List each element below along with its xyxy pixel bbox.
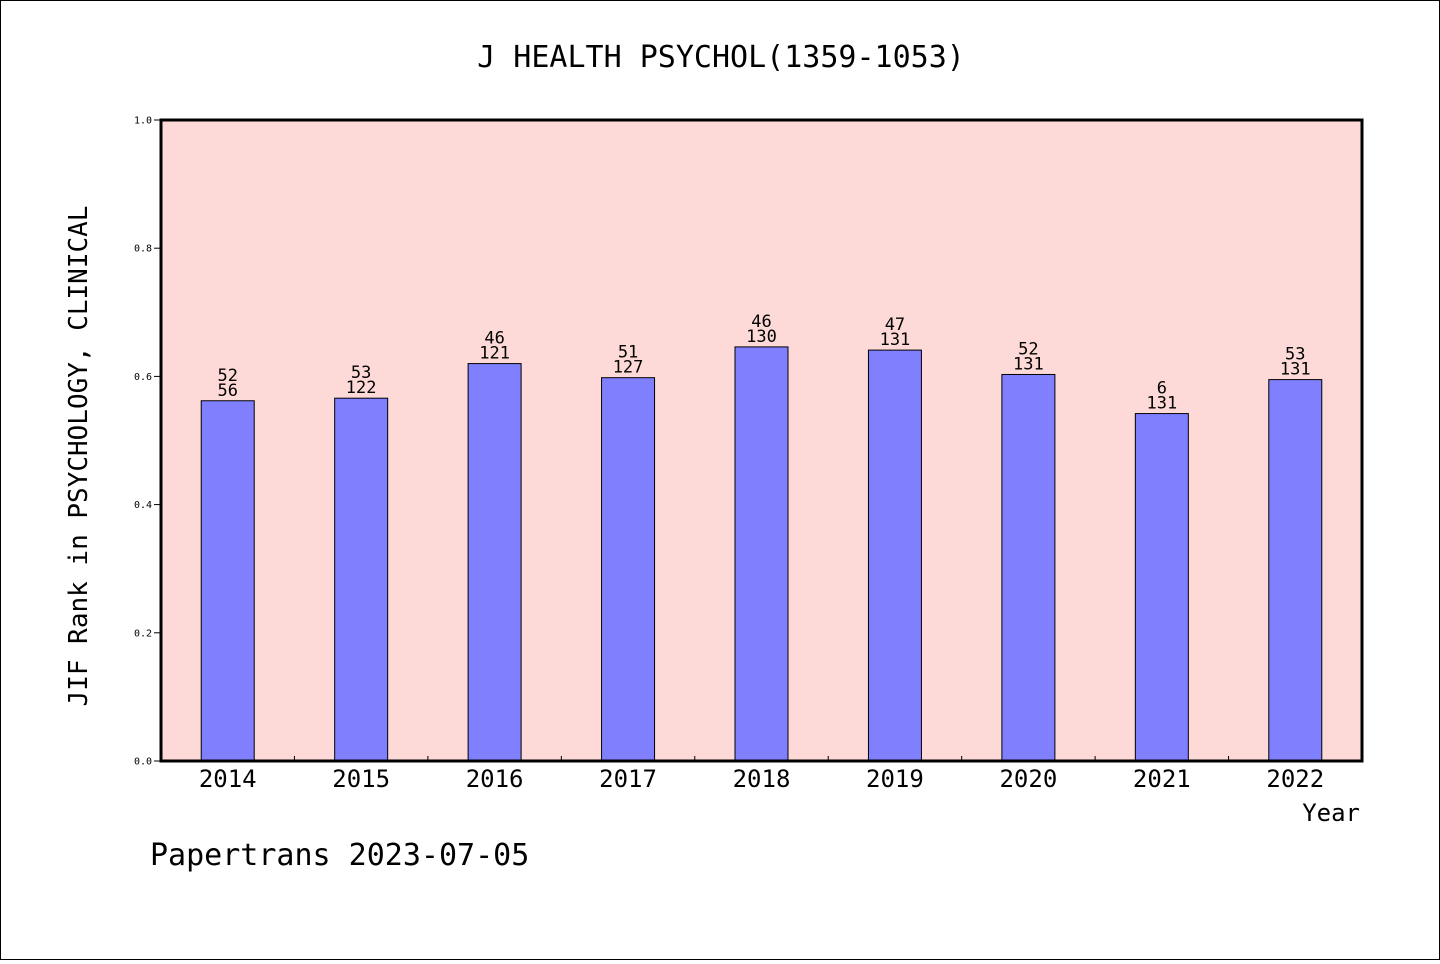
bar-2018 (734, 346, 789, 762)
bar-2016 (467, 363, 522, 762)
bar-label-top-2019: 47 (885, 315, 905, 335)
bar-2022 (1268, 379, 1323, 762)
bar-label-top-2021: 6 (1157, 379, 1167, 399)
x-ticks-group: 2014 2015 2016 2017 2018 2019 2020 2021 2022 (199, 756, 1324, 793)
footer-text: Papertrans 2023-07-05 (150, 838, 529, 873)
x-tick-label-2017: 2017 (599, 765, 657, 793)
bar-label-top-2017: 51 (618, 343, 638, 363)
bar-label-bottom-2022: 131 (1280, 360, 1311, 380)
bar-2015 (334, 397, 389, 762)
y-ticks-group: 0.0 0.2 0.4 0.6 0.8 1.0 (134, 116, 161, 768)
bar-label-bottom-2015: 122 (346, 378, 377, 398)
y-axis-label: JIF Rank in PSYCHOLOGY, CLINICAL (64, 206, 94, 707)
x-tick-label-2015: 2015 (332, 765, 390, 793)
bar-label-top-2016: 46 (484, 329, 504, 349)
x-tick-label-2022: 2022 (1266, 765, 1324, 793)
bar-label-bottom-2018: 130 (746, 327, 777, 347)
bar-label-top-2014: 52 (217, 366, 237, 386)
x-axis-label: Year (1302, 799, 1360, 827)
bar-label-top-2020: 52 (1018, 339, 1038, 359)
y-tick-label: 0.2 (134, 628, 152, 639)
y-tick-label: 1.0 (134, 116, 152, 127)
x-tick-label-2018: 2018 (733, 765, 791, 793)
x-tick-label-2020: 2020 (999, 765, 1057, 793)
bar-label-bottom-2017: 127 (613, 358, 644, 378)
bar-label-top-2022: 53 (1285, 345, 1305, 365)
bar-label-bottom-2020: 131 (1013, 354, 1044, 374)
chart-title: J HEALTH PSYCHOL(1359-1053) (477, 40, 965, 75)
bar-label-bottom-2021: 131 (1146, 394, 1177, 414)
bar-label-bottom-2019: 131 (880, 330, 911, 350)
x-tick-label-2019: 2019 (866, 765, 924, 793)
y-tick-label: 0.8 (134, 244, 152, 255)
x-tick-label-2021: 2021 (1133, 765, 1191, 793)
y-tick-label: 0.4 (134, 500, 152, 511)
bar-2021 (1134, 413, 1189, 762)
plot-border (159, 118, 1364, 763)
bar-2014 (200, 400, 255, 762)
bar-label-top-2015: 53 (351, 363, 371, 383)
x-tick-label-2016: 2016 (466, 765, 524, 793)
x-tick-label-2014: 2014 (199, 765, 257, 793)
bar-2017 (601, 377, 656, 762)
bar-label-bottom-2014: 56 (217, 381, 237, 401)
y-tick-label: 0.6 (134, 372, 152, 383)
bar-2020 (1001, 373, 1056, 762)
bar-label-top-2018: 46 (751, 312, 771, 332)
bar-2019 (867, 349, 922, 762)
bar-label-bottom-2016: 121 (479, 344, 510, 364)
y-tick-label: 0.0 (134, 757, 152, 768)
